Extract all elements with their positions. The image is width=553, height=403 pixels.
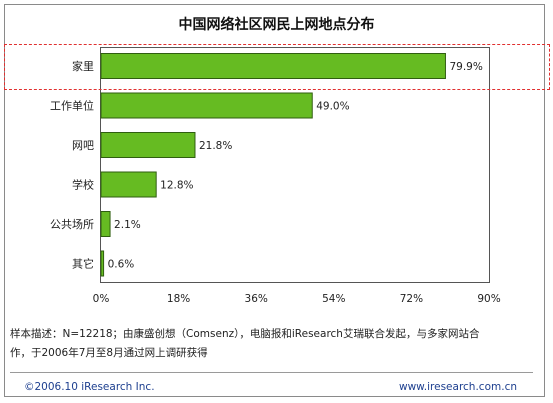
chart-title: 中国网络社区网民上网地点分布: [178, 17, 375, 33]
category-label: 公共场所: [50, 217, 94, 231]
value-label: 0.6%: [108, 259, 135, 271]
bar-5: [100, 211, 111, 237]
value-label: 2.1%: [114, 219, 141, 231]
copyright-text: ©2006.10 iResearch Inc.: [24, 381, 155, 393]
category-label: 其它: [72, 257, 94, 271]
category-label: 学校: [72, 178, 94, 192]
value-label: 12.8%: [160, 180, 193, 192]
x-tick-label: 36%: [245, 293, 268, 305]
footer-divider: [10, 372, 533, 373]
category-label: 工作单位: [50, 99, 94, 113]
x-tick-labels-group: 0% 18% 36% 54% 72% 90%: [93, 293, 501, 305]
x-tick-label: 90%: [477, 293, 500, 305]
bar-4: [100, 171, 157, 198]
bar-1: [100, 53, 446, 79]
x-tick-label: 18%: [167, 293, 190, 305]
bar-3: [100, 132, 196, 158]
sample-note: 样本描述：N=12218；由康盛创想（Comsenz），电脑报和iResearc…: [10, 325, 535, 363]
value-label: 49.0%: [316, 101, 349, 113]
x-tick-label: 72%: [400, 293, 423, 305]
bar-2: [100, 92, 313, 119]
x-tick-label: 54%: [322, 293, 345, 305]
category-label: 网吧: [72, 139, 94, 152]
sample-note-line-1: 样本描述：N=12218；由康盛创想（Comsenz），电脑报和iResearc…: [10, 328, 480, 340]
bar-6: [100, 250, 105, 277]
sample-note-line-2: 作，于2006年7月至8月通过网上调研获得: [10, 347, 208, 359]
website-url: www.iresearch.com.cn: [398, 381, 517, 393]
value-label: 79.9%: [449, 61, 482, 73]
plot-area: [100, 47, 490, 283]
value-labels-group: 79.9% 49.0% 21.8% 12.8% 2.1% 0.6%: [108, 61, 483, 271]
x-tick-label: 0%: [93, 293, 110, 305]
value-label: 21.8%: [199, 140, 232, 152]
bars-group: [100, 53, 446, 277]
category-label: 家里: [72, 59, 94, 73]
